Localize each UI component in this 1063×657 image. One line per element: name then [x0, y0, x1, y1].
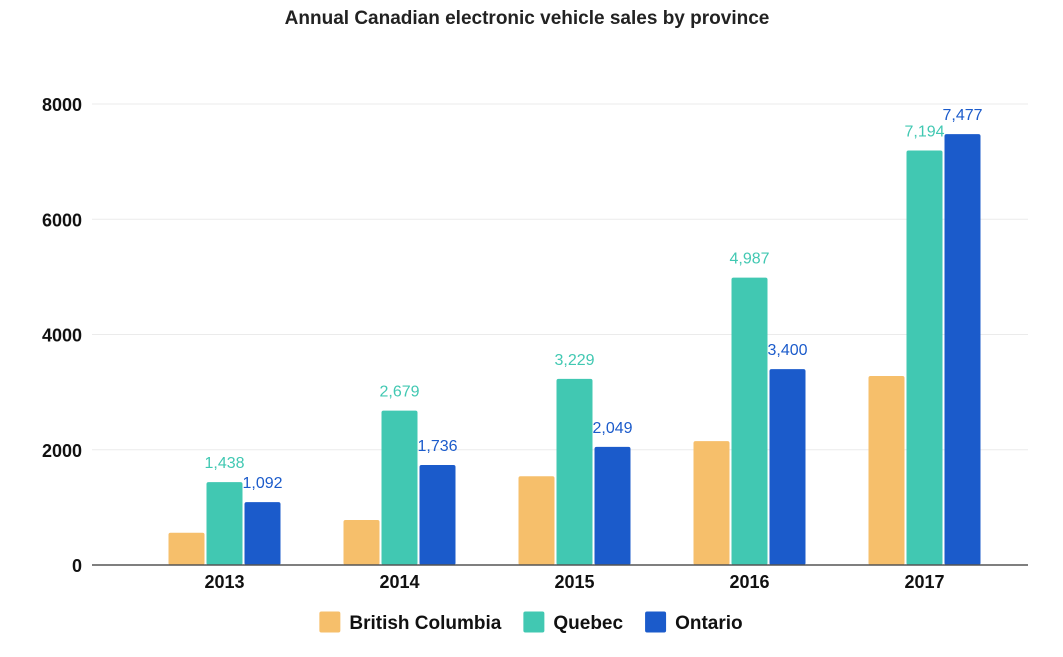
- legend-item-quebec: Quebec: [523, 611, 623, 634]
- bar-ontario-2017: [944, 134, 981, 565]
- legend-swatch: [645, 611, 667, 633]
- x-axis: 2013 2014 2015 2016 2017: [204, 572, 944, 592]
- x-tick-label: 2016: [729, 572, 769, 592]
- bar-british-columbia-2017: [868, 375, 905, 565]
- data-label: 4,987: [729, 251, 769, 268]
- data-label: 1,092: [242, 475, 282, 492]
- bar-quebec-2016: [731, 277, 768, 565]
- bar-quebec-2017: [906, 150, 943, 566]
- bar-quebec-2013: [206, 482, 243, 565]
- data-label: 1,438: [204, 455, 244, 472]
- y-tick-label: 2000: [42, 441, 82, 461]
- bars: [168, 134, 981, 566]
- legend-swatch: [319, 611, 341, 633]
- bar-british-columbia-2016: [693, 441, 730, 565]
- y-axis: 0 2000 4000 6000 8000: [42, 95, 82, 576]
- x-tick-label: 2014: [379, 572, 419, 592]
- chart-title: Annual Canadian electronic vehicle sales…: [285, 8, 770, 29]
- data-label: 3,229: [554, 352, 594, 369]
- x-tick-label: 2017: [904, 572, 944, 592]
- y-tick-label: 0: [72, 556, 82, 576]
- legend-swatch: [523, 611, 545, 633]
- y-tick-label: 6000: [42, 210, 82, 230]
- x-tick-label: 2015: [554, 572, 594, 592]
- bar-ontario-2014: [419, 464, 456, 565]
- legend: British Columbia Quebec Ontario: [319, 611, 743, 634]
- bar-ontario-2015: [594, 446, 631, 565]
- legend-label: British Columbia: [349, 613, 501, 634]
- bar-british-columbia-2014: [343, 520, 380, 565]
- data-label: 2,679: [379, 384, 419, 401]
- y-tick-label: 4000: [42, 326, 82, 346]
- bar-ontario-2016: [769, 369, 806, 565]
- x-tick-label: 2013: [204, 572, 244, 592]
- data-label: 2,049: [592, 420, 632, 437]
- legend-label: Quebec: [553, 613, 623, 634]
- legend-item-ontario: Ontario: [645, 611, 743, 634]
- legend-label: Ontario: [675, 613, 743, 634]
- bar-quebec-2014: [381, 410, 418, 565]
- bar-british-columbia-2013: [168, 532, 205, 565]
- bar-quebec-2015: [556, 378, 593, 565]
- bar-british-columbia-2015: [518, 476, 555, 565]
- data-label: 7,194: [904, 123, 944, 140]
- data-label: 1,736: [417, 438, 457, 455]
- data-label: 3,400: [767, 342, 807, 359]
- data-label: 7,477: [942, 107, 982, 124]
- bar-ontario-2013: [244, 502, 281, 565]
- y-tick-label: 8000: [42, 95, 82, 115]
- legend-item-british-columbia: British Columbia: [319, 611, 502, 634]
- data-labels: 1,438 1,092 2,679 1,736 3,229 2,049 4,987 3,400…: [204, 107, 982, 492]
